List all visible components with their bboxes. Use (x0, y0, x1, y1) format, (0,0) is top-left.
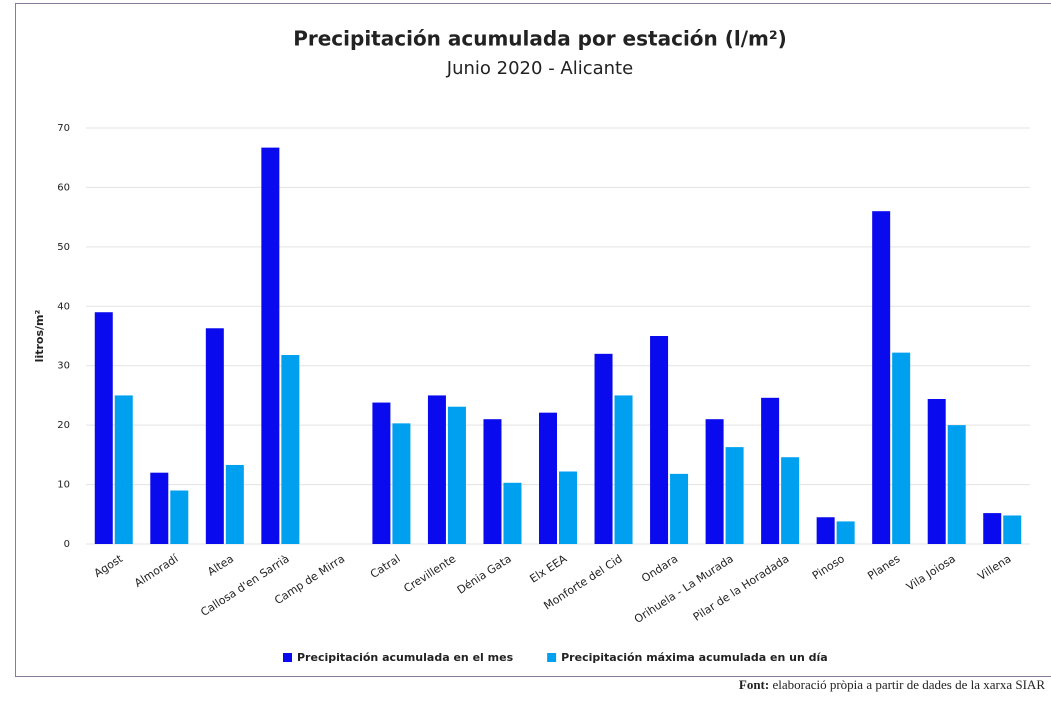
x-tick-label: Villena (975, 552, 1013, 583)
bar (150, 473, 168, 544)
y-tick-label: 30 (57, 361, 70, 372)
bar (872, 211, 890, 544)
y-tick-label: 70 (57, 123, 70, 134)
x-tick-label: Pinoso (810, 552, 847, 582)
bar (170, 491, 188, 544)
bar (448, 407, 466, 544)
x-tick-label: Pilar de la Horadada (691, 552, 792, 624)
x-tick-label: Orihuela - La Murada (632, 552, 736, 626)
x-tick-label: Planes (865, 552, 902, 583)
chart-title: Precipitación acumulada por estación (l/… (293, 27, 787, 51)
bar (817, 517, 835, 544)
legend-label: Precipitación máxima acumulada en un día (561, 651, 828, 664)
bar (115, 395, 133, 544)
x-tick-label: Dénia Gata (455, 552, 514, 597)
x-tick-label: Agost (92, 552, 126, 580)
y-tick-label: 50 (57, 242, 70, 253)
bar (670, 474, 688, 544)
x-tick-label: Crevillente (401, 552, 458, 595)
bar (928, 399, 946, 544)
bar (892, 353, 910, 544)
bar (650, 336, 668, 544)
bar (559, 471, 577, 544)
bar (261, 148, 279, 544)
bar (95, 312, 113, 544)
y-tick-label: 0 (64, 539, 70, 550)
x-tick-label: Almoradí (132, 552, 181, 590)
bar (428, 395, 446, 544)
bar (1003, 515, 1021, 544)
y-axis-label: litros/m² (33, 310, 46, 363)
bar (503, 483, 521, 544)
source-note: Font: elaboració pròpia a partir de dade… (739, 677, 1045, 692)
x-tick-label: Elx EEA (527, 552, 569, 586)
bar (948, 425, 966, 544)
bar (206, 328, 224, 544)
legend-swatch (547, 653, 556, 662)
bar (706, 419, 724, 544)
bar (837, 521, 855, 544)
bar (726, 447, 744, 544)
y-tick-label: 60 (57, 182, 70, 193)
x-tick-label: Catral (368, 552, 403, 581)
y-tick-label: 40 (57, 301, 70, 312)
chart-subtitle: Junio 2020 - Alicante (446, 58, 633, 79)
bar (372, 403, 390, 544)
bar (615, 395, 633, 544)
bar (483, 419, 501, 544)
bar (781, 457, 799, 544)
bar (392, 423, 410, 544)
x-tick-label: Altea (205, 552, 236, 578)
bar (983, 513, 1001, 544)
source-text: elaboració pròpia a partir de dades de l… (772, 677, 1045, 692)
bar (226, 465, 244, 544)
legend-label: Precipitación acumulada en el mes (297, 651, 514, 664)
bar (281, 355, 299, 544)
bar (761, 398, 779, 544)
bar (595, 354, 613, 544)
y-tick-label: 20 (57, 420, 70, 431)
x-tick-label: Ondara (639, 552, 680, 585)
legend-swatch (283, 653, 292, 662)
y-tick-label: 10 (57, 480, 70, 491)
x-tick-label: Vila Joiosa (904, 552, 958, 593)
bar (539, 413, 557, 544)
source-label: Font: (739, 677, 769, 692)
